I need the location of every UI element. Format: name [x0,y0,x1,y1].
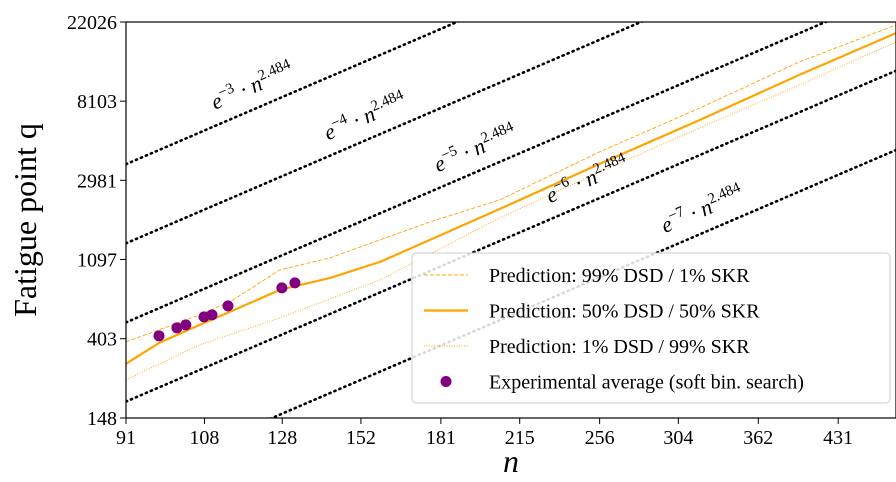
legend-box [411,252,891,404]
x-tick-label: 256 [585,427,615,449]
guide-label-part: 2.484 [369,87,407,115]
guide-label-part: −7 [666,204,687,225]
x-tick-label: 91 [116,427,136,449]
x-axis-label: n [503,443,519,479]
data-point [289,277,301,289]
guide-label: e−4 · n2.484 [320,87,411,145]
data-point [276,282,288,294]
data-point [180,319,192,331]
guide-label-part: 2.484 [479,119,517,147]
data-point [222,300,234,312]
x-tick-label: 215 [505,427,535,449]
x-tick-label: 431 [823,427,853,449]
data-point [171,322,183,334]
plot-frame [125,21,896,419]
legend-label: Prediction: 50% DSD / 50% SKR [489,301,760,323]
guide-label-part: 2.484 [706,179,744,207]
guide-label-part: −6 [551,174,572,195]
y-tick-label: 8103 [77,91,117,113]
guide-label-part: −5 [439,143,460,164]
x-tick-label: 152 [346,427,376,449]
x-tick-label: 108 [189,427,219,449]
y-tick-label: 403 [87,329,117,351]
legend-label: Prediction: 1% DSD / 99% SKR [489,336,750,358]
guide-line [126,22,461,166]
y-tick-label: 2981 [77,170,117,192]
legend-marker [440,376,452,387]
guide-label-part: −4 [329,111,350,132]
data-point [206,309,218,321]
guide-line [268,148,896,418]
y-axis-label: Fatigue point q [7,123,43,317]
data-point [153,330,165,342]
guide-line [126,22,645,245]
y-tick-label: 1097 [77,249,117,271]
plot-area [126,22,896,418]
x-tick-label: 181 [426,427,456,449]
series-line [126,41,896,381]
x-tick-label: 128 [267,427,297,449]
guide-label-part: −3 [216,80,237,101]
x-tick-label: 304 [663,427,693,449]
y-tick-label: 148 [87,408,117,430]
legend-label: Experimental average (soft bin. search) [489,372,804,394]
x-tick-label: 362 [743,427,773,449]
legend-label: Prediction: 99% DSD / 1% SKR [489,265,750,287]
y-tick-label: 22026 [67,12,117,34]
guide-line [126,69,896,403]
series-line [126,32,896,365]
guide-line [126,22,829,324]
guide-label-part: 2.484 [256,56,294,84]
guide-label: e−7 · n2.484 [657,179,748,237]
guide-label: e−5 · n2.484 [430,119,521,177]
guide-label-part: 2.484 [591,150,629,178]
guide-label: e−3 · n2.484 [207,56,298,114]
